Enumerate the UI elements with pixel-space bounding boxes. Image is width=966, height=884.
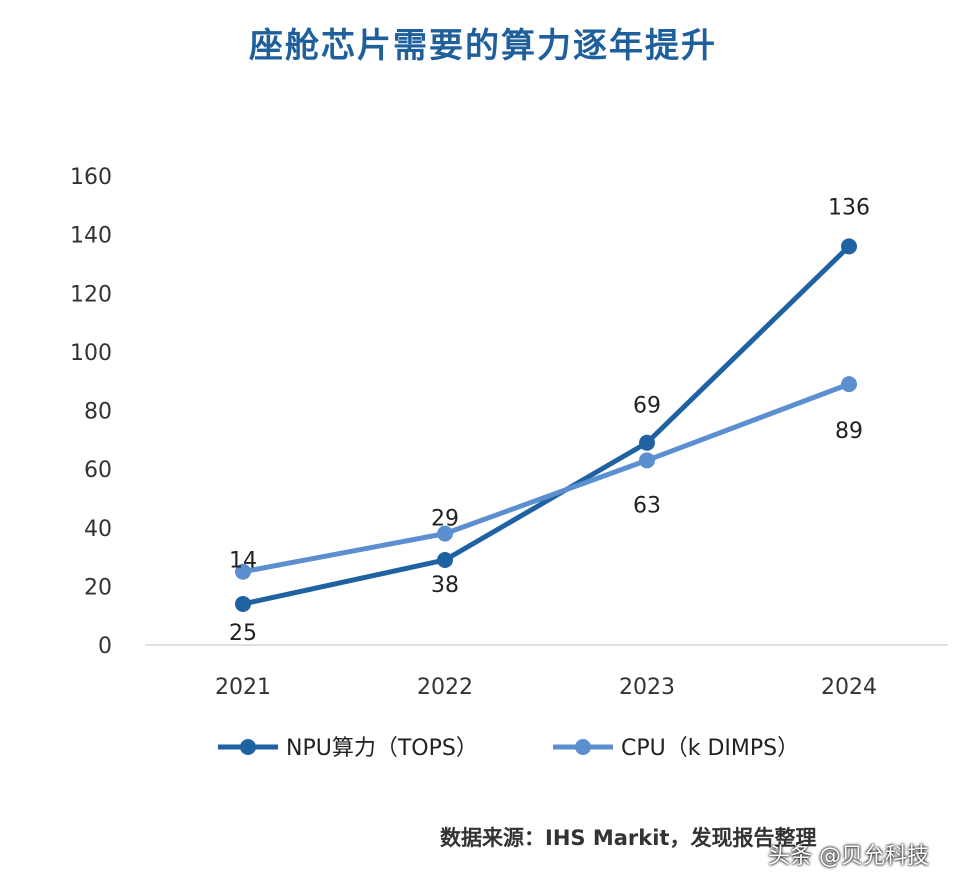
y-tick-label: 100: [70, 341, 112, 366]
watermark: 头条 @贝允科技: [768, 844, 929, 869]
y-tick-label: 120: [70, 282, 112, 307]
data-label: 63: [633, 493, 661, 518]
data-label: 89: [835, 419, 863, 444]
data-label: 25: [229, 621, 257, 646]
legend-swatch-marker: [240, 739, 256, 755]
data-label: 136: [828, 195, 870, 220]
data-point: [639, 452, 655, 469]
source-note: 数据来源：IHS Markit，发现报告整理: [440, 826, 817, 850]
data-point: [235, 595, 251, 612]
legend-swatch-marker: [575, 739, 591, 755]
y-tick-label: 0: [98, 634, 112, 659]
x-axis-ticks: 2021 2022 2023 2024: [215, 675, 877, 700]
legend-label: NPU算力（TOPS）: [286, 736, 478, 761]
legend-label: CPU（k DIMPS）: [621, 736, 799, 761]
series-line-cpu: [242, 381, 850, 575]
x-tick-label: 2024: [821, 675, 877, 700]
data-point: [437, 551, 453, 568]
y-tick-label: 40: [84, 517, 112, 542]
x-tick-label: 2023: [619, 675, 675, 700]
line-chart: 0 20 40 60 80 100 120 140 160 2021 2022 2023 2024 2…: [70, 165, 948, 761]
data-label: 38: [431, 573, 459, 598]
y-axis-ticks: 0 20 40 60 80 100 120 140 160: [70, 165, 112, 659]
data-point: [841, 238, 857, 255]
x-tick-label: 2022: [417, 675, 473, 700]
data-label: 69: [633, 394, 661, 419]
data-point: [437, 525, 453, 542]
data-point: [235, 563, 251, 580]
data-labels: 25 38 69 136 14 29 63 89: [229, 195, 870, 646]
data-point: [841, 376, 857, 393]
data-label: 29: [431, 507, 459, 532]
y-tick-label: 160: [70, 165, 112, 190]
data-label: 14: [229, 549, 257, 574]
y-tick-label: 60: [84, 458, 112, 483]
y-tick-label: 80: [84, 400, 112, 425]
x-tick-label: 2021: [215, 675, 271, 700]
y-tick-label: 140: [70, 224, 112, 249]
series-line-npu: [242, 244, 851, 607]
legend: NPU算力（TOPS） CPU（k DIMPS）: [218, 736, 799, 761]
series-layer: [235, 238, 857, 612]
data-point: [639, 434, 655, 451]
y-tick-label: 20: [84, 575, 112, 600]
chart-title: 座舱芯片需要的算力逐年提升: [249, 26, 717, 66]
